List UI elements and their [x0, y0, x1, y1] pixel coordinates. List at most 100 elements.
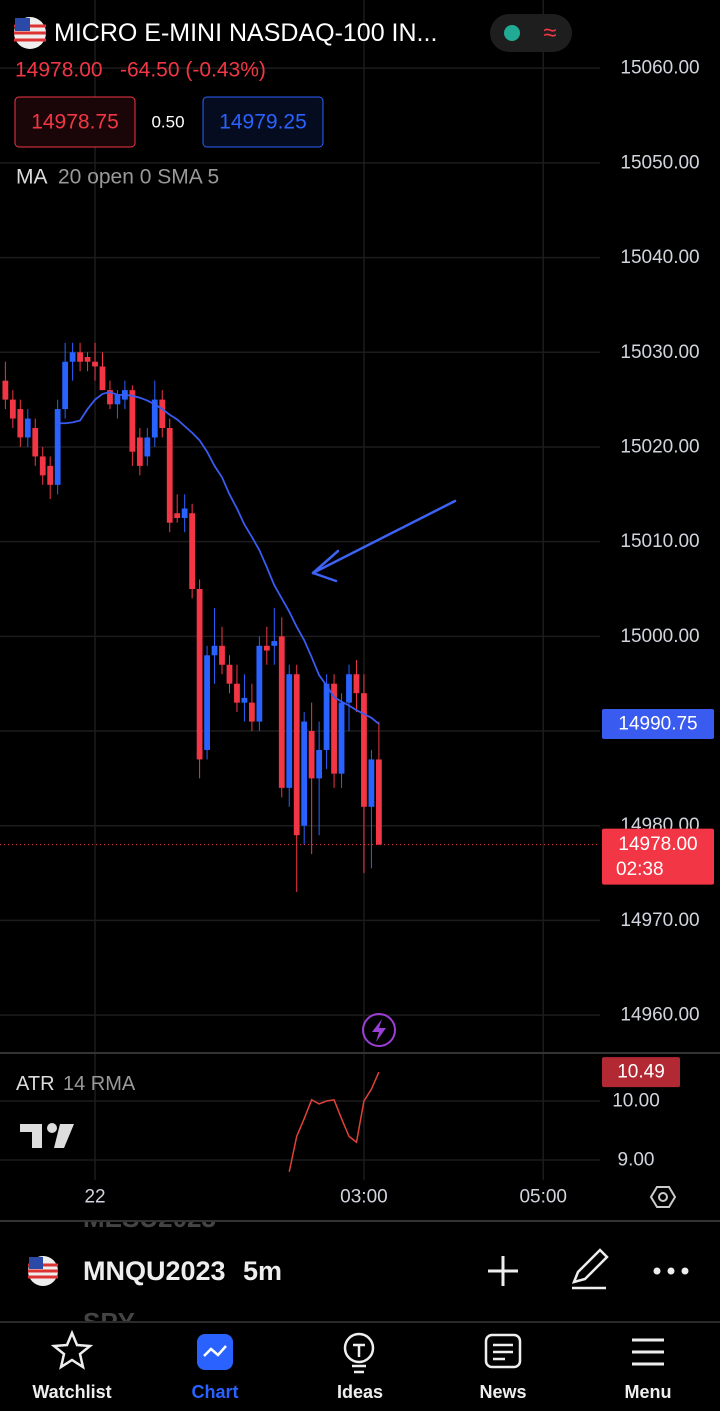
y-tick-label: 15040.00 [620, 247, 699, 268]
add-icon[interactable] [488, 1256, 518, 1286]
candle-body [248, 702, 255, 722]
ideas-glyph [352, 1343, 366, 1374]
candle-body [9, 399, 16, 419]
symbol-title: MICRO E-MINI NASDAQ-100 IN... [54, 19, 437, 47]
candle-body [136, 437, 143, 466]
ideas-icon[interactable] [343, 1332, 375, 1364]
flag-canton [15, 18, 30, 31]
candle-body [346, 674, 352, 703]
candle-body [316, 749, 323, 779]
price-change: -64.50 (-0.43%) [120, 59, 266, 82]
candle-body [159, 399, 166, 429]
interval[interactable]: 5m [243, 1256, 282, 1286]
draw-icon[interactable] [571, 1248, 609, 1290]
candle-body [361, 693, 367, 807]
candle-body [129, 390, 136, 452]
nav-label[interactable]: Chart [191, 1382, 238, 1402]
market-open [504, 25, 520, 41]
last-price-label: 14978.00 [618, 834, 697, 855]
more-icon[interactable] [653, 1267, 689, 1275]
ma-price-tag [602, 708, 714, 739]
atr-line [288, 1071, 380, 1172]
nav-label[interactable]: Ideas [337, 1382, 383, 1402]
watchlist-icon[interactable] [50, 1329, 94, 1370]
candle-body [301, 721, 308, 826]
y-tick-label: 15020.00 [620, 436, 699, 457]
nav-label[interactable]: Menu [625, 1382, 672, 1402]
candle-body [54, 409, 61, 485]
last-price: 14978.00 [15, 59, 103, 82]
candle-body [286, 674, 293, 788]
candle-body [278, 636, 285, 788]
candle-body [2, 380, 9, 400]
watchlist-prev[interactable]: MESU2023 [83, 1203, 216, 1233]
chart-glyph [203, 1345, 227, 1357]
candle-body [256, 645, 263, 722]
candle-body [99, 366, 106, 391]
y-tick-label: 10.00 [612, 1090, 660, 1111]
nav-label[interactable]: Watchlist [32, 1382, 111, 1402]
candle-body [107, 390, 113, 405]
y-tick-label: 15000.00 [620, 626, 699, 647]
x-tick-label: 03:00 [340, 1187, 388, 1208]
sell-button[interactable] [14, 96, 136, 148]
candle-body [69, 352, 76, 362]
candle-body [144, 437, 151, 457]
y-tick-label: 14960.00 [620, 1005, 699, 1026]
y-tick-label: 9.00 [618, 1149, 655, 1170]
status-pill[interactable] [490, 14, 572, 52]
news-icon[interactable] [484, 1333, 522, 1369]
ma-price-label: 14990.75 [618, 713, 697, 734]
candle-body [226, 664, 233, 684]
spread: 0.50 [151, 113, 184, 132]
atr-params: 14 RMA [63, 1073, 136, 1095]
candle-body [92, 361, 98, 367]
y-tick-label: 15010.00 [620, 531, 699, 552]
candle-body [293, 674, 300, 836]
candle-body [24, 418, 31, 438]
buy-button[interactable] [202, 96, 324, 148]
candle-body [338, 702, 345, 774]
candle-body [181, 508, 188, 518]
ask: 14979.25 [219, 111, 307, 134]
flag-canton [29, 1257, 43, 1269]
candle-body [263, 645, 270, 651]
candle-body [39, 456, 46, 476]
candle-body [241, 697, 248, 703]
x-tick-label: 05:00 [519, 1187, 567, 1208]
candle-body [174, 513, 181, 518]
candle-body [196, 588, 203, 760]
menu-icon[interactable] [632, 1338, 664, 1366]
atr-tag [602, 1057, 680, 1088]
candle-body [189, 513, 196, 589]
drawing-arrow [311, 499, 457, 583]
candle-body [166, 428, 173, 523]
candle-body [353, 674, 360, 694]
candle-body [17, 409, 24, 438]
settings-icon[interactable] [649, 1186, 677, 1208]
watchlist-next[interactable]: SPY [83, 1307, 135, 1337]
bid: 14978.75 [31, 111, 119, 134]
candle-body [271, 641, 278, 646]
candle-body [204, 655, 210, 750]
tv-logo [20, 1123, 74, 1148]
candle-body [368, 759, 375, 807]
candle-body [32, 428, 39, 457]
candle-body [375, 759, 382, 845]
x-tick-label: 22 [84, 1187, 105, 1208]
y-tick-label: 15050.00 [620, 152, 699, 173]
candle-body [47, 465, 54, 485]
candle-body [323, 683, 330, 750]
bolt [372, 1019, 386, 1042]
indicator-name: MA [16, 166, 48, 189]
news-glyph [493, 1343, 513, 1361]
nav-label[interactable]: News [479, 1382, 526, 1402]
countdown: 02:38 [616, 859, 664, 880]
symbol[interactable]: MNQU2023 [83, 1256, 226, 1286]
candle-body [114, 394, 121, 405]
settings-dot [658, 1192, 668, 1202]
status-icon: ≈ [543, 20, 556, 47]
candle-body [151, 399, 158, 438]
alert-icon[interactable] [362, 1013, 396, 1047]
